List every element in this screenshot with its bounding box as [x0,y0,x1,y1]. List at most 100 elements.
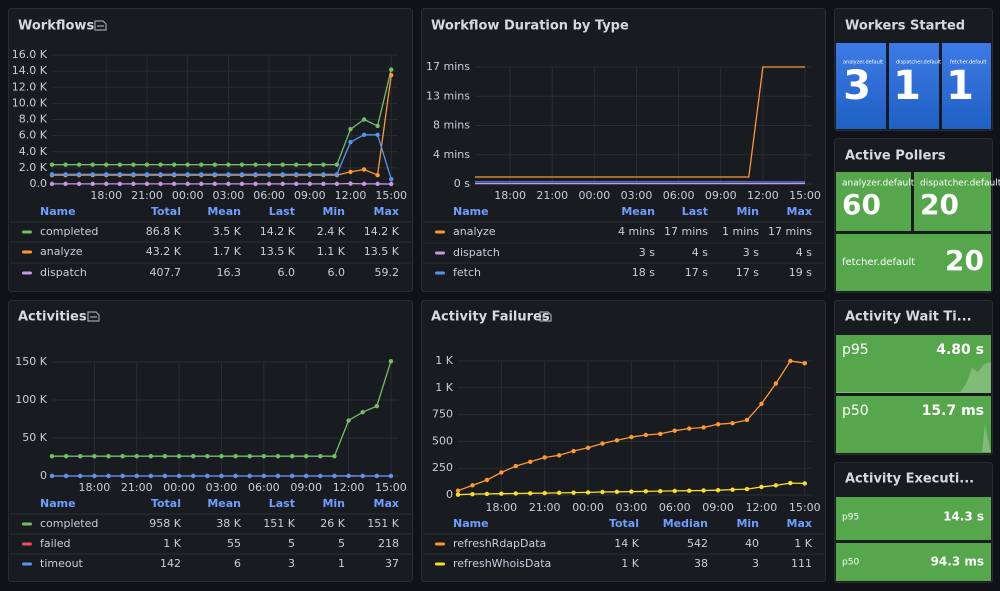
data-point [629,489,634,494]
data-point [226,162,231,167]
stat-tile [889,43,939,129]
legend-value: 958 K [149,517,181,530]
data-point [171,172,177,177]
data-point [375,132,380,138]
data-point [672,428,677,433]
stat-label: p50 [842,403,869,419]
data-point [499,491,504,496]
stat-label: p95 [842,342,869,358]
data-point [176,473,182,479]
legend-value: 6 [234,557,241,570]
data-point [484,477,490,483]
data-point [134,454,139,459]
data-point [63,454,69,459]
data-point [614,489,620,494]
legend-value: 26 K [320,517,345,530]
data-point [49,162,55,167]
data-point [49,473,55,479]
data-point [375,123,380,129]
legend-value: 38 [694,557,708,570]
data-point [528,459,533,464]
legend-value: 3 [288,557,295,570]
legend-value: 1.1 K [317,245,346,258]
data-point [253,162,258,167]
y-tick-label: 1 K [435,381,453,394]
legend-swatch [22,522,32,526]
legend-value: 17 s [685,266,708,279]
y-tick-label: 4 mins [433,148,470,161]
data-point [629,434,634,440]
data-point [162,454,168,459]
legend-value: 542 [687,537,708,550]
stat-label: fetcher.default [950,60,987,66]
data-point [185,162,190,167]
data-point [191,454,196,459]
data-point [513,463,518,469]
legend-name: failed [40,537,70,550]
legend-value: 14.2 K [364,225,400,238]
legend-value: 1 [338,557,345,570]
data-point [773,483,779,488]
data-point [261,454,267,459]
y-tick-label: 0 [40,469,47,482]
data-point [144,181,150,187]
x-tick-label: 15:00 [789,501,821,514]
data-point [280,172,285,177]
legend-header: Max [787,517,812,530]
stat-tile [942,43,991,129]
data-point [307,181,313,187]
data-point [389,67,394,72]
legend-value: 111 [791,557,812,570]
legend-header: Mean [207,205,241,218]
legend-name: completed [40,517,98,530]
stat-value: 3 [843,63,871,109]
data-point [658,431,663,437]
panel-title: Activity Failures [431,310,550,325]
data-point [212,162,218,167]
x-tick-label: 09:00 [702,501,734,514]
legend-value: 17 mins [768,225,812,238]
data-point [361,167,367,172]
data-point [375,172,380,178]
stat-tile [836,43,886,129]
data-point [470,483,475,488]
legend-swatch [22,562,32,566]
data-point [289,454,295,459]
data-point [585,490,591,495]
legend-value: 1 K [794,537,812,550]
x-tick-label: 18:00 [494,189,526,202]
data-point [374,473,380,479]
legend-name: dispatch [40,266,87,279]
stat-label: fetcher.default [842,257,915,268]
data-point [470,491,475,497]
data-point [348,181,353,186]
legend-value: 14.2 K [260,225,296,238]
x-tick-label: 09:00 [705,189,737,202]
legend-value: 1.7 K [213,245,242,258]
data-point [361,132,367,138]
data-point [247,473,252,479]
data-point [542,490,547,496]
data-point [715,487,721,493]
data-point [701,425,706,430]
legend-header: Mean [207,497,241,510]
legend-value: 13.5 K [260,245,296,258]
stat-tile [836,172,911,231]
stat-tile [836,396,991,453]
data-point [78,454,83,459]
legend-value: 6.0 [278,266,296,279]
x-tick-label: 18:00 [90,189,122,202]
stat-value: 60 [842,188,881,221]
data-point [658,488,663,494]
panel [8,300,413,582]
data-point [148,454,154,459]
data-point [375,181,380,187]
data-point [389,72,394,78]
data-point [788,480,793,486]
data-point [289,473,295,479]
y-tick-label: 13 mins [426,89,470,102]
x-tick-label: 06:00 [253,189,285,202]
panel-title: Workers Started [845,19,965,34]
panel-title: Activities [18,310,87,325]
